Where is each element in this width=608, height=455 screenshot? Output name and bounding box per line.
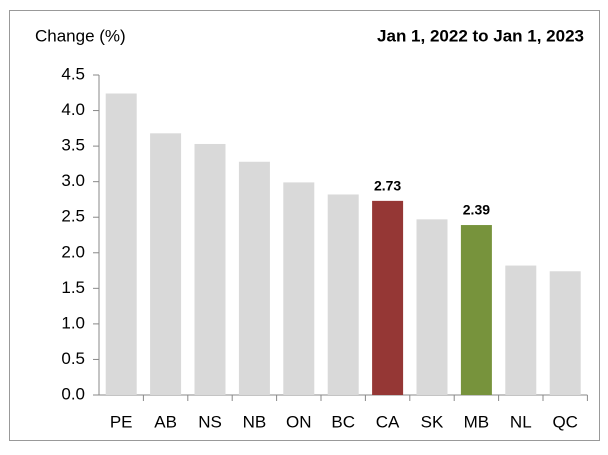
x-tick-label: NL [510,412,532,431]
bar [505,265,537,395]
x-tick-label: BC [331,412,355,431]
y-tick-label: 0.5 [61,349,85,368]
bar [238,161,270,395]
frame [9,10,600,441]
x-tick-label: NS [198,412,222,431]
x-tick-label: SK [421,412,444,431]
x-tick-label: NB [243,412,267,431]
bar [150,133,182,396]
y-tick-label: 0.0 [61,384,85,403]
x-tick-label: QC [552,412,578,431]
x-tick-label: CA [376,412,400,431]
y-tick-label: 4.5 [61,64,85,83]
bar [283,182,315,395]
bar [105,93,137,395]
x-tick-label: ON [286,412,312,431]
y-tick-label: 2.0 [61,242,85,261]
bar [549,271,581,395]
y-axis-label: Change (%) [35,26,126,45]
data-label: 2.39 [463,202,490,218]
x-tick-label: PE [110,412,133,431]
x-tick-label: MB [464,412,490,431]
bar [327,194,359,395]
y-tick-label: 1.5 [61,278,85,297]
bar [416,219,448,395]
x-tick-label: AB [154,412,177,431]
bar [194,143,226,395]
bar [460,225,492,395]
y-tick-label: 4.0 [61,100,85,119]
y-tick-label: 2.5 [61,207,85,226]
data-label: 2.73 [374,178,401,194]
y-tick-label: 1.0 [61,313,85,332]
y-tick-label: 3.5 [61,136,85,155]
y-tick-label: 3.0 [61,171,85,190]
bar [372,200,404,395]
chart-title: Jan 1, 2022 to Jan 1, 2023 [377,26,584,45]
